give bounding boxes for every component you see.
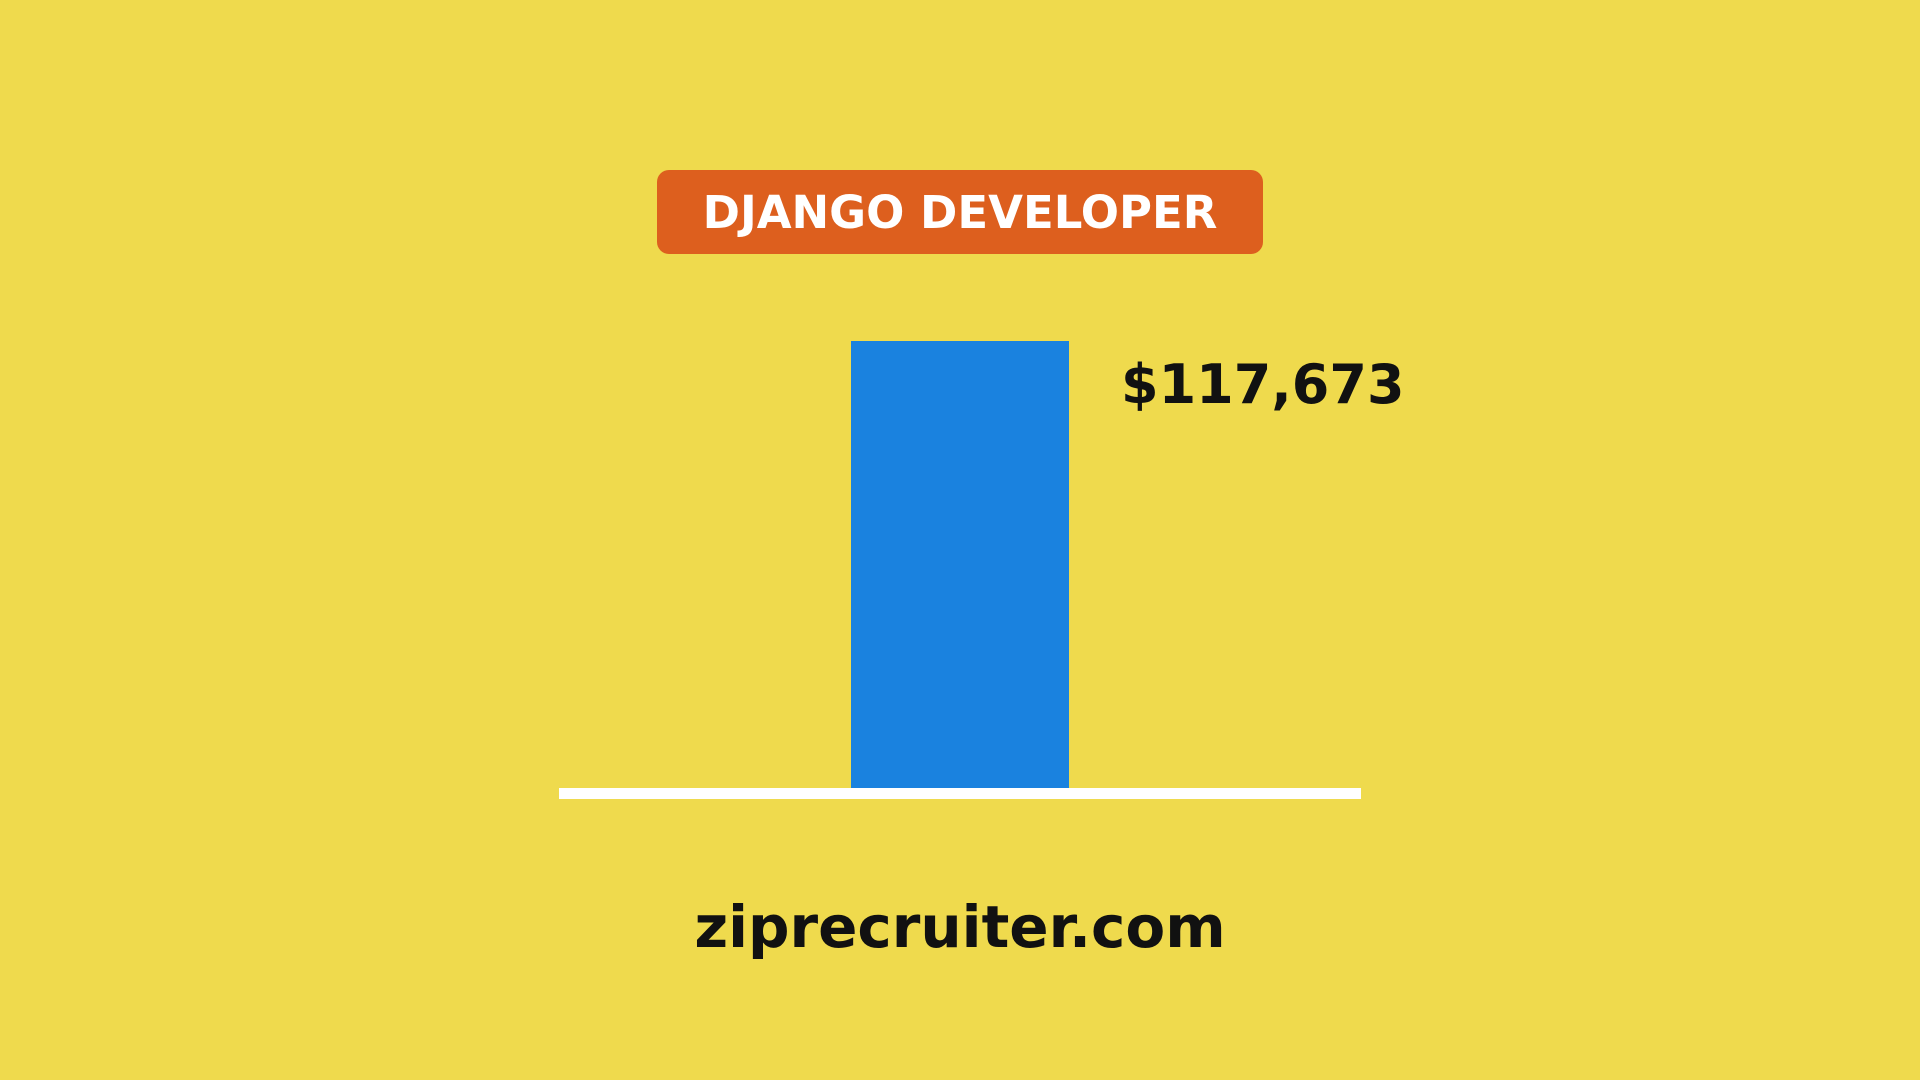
- bar-value-label: $117,673: [1121, 353, 1405, 416]
- chart-title: DJANGO DEVELOPER: [702, 185, 1218, 239]
- bar: [851, 341, 1069, 788]
- x-axis-baseline: [559, 788, 1361, 799]
- source-label: ziprecruiter.com: [694, 893, 1226, 961]
- chart-title-badge: DJANGO DEVELOPER: [657, 170, 1263, 254]
